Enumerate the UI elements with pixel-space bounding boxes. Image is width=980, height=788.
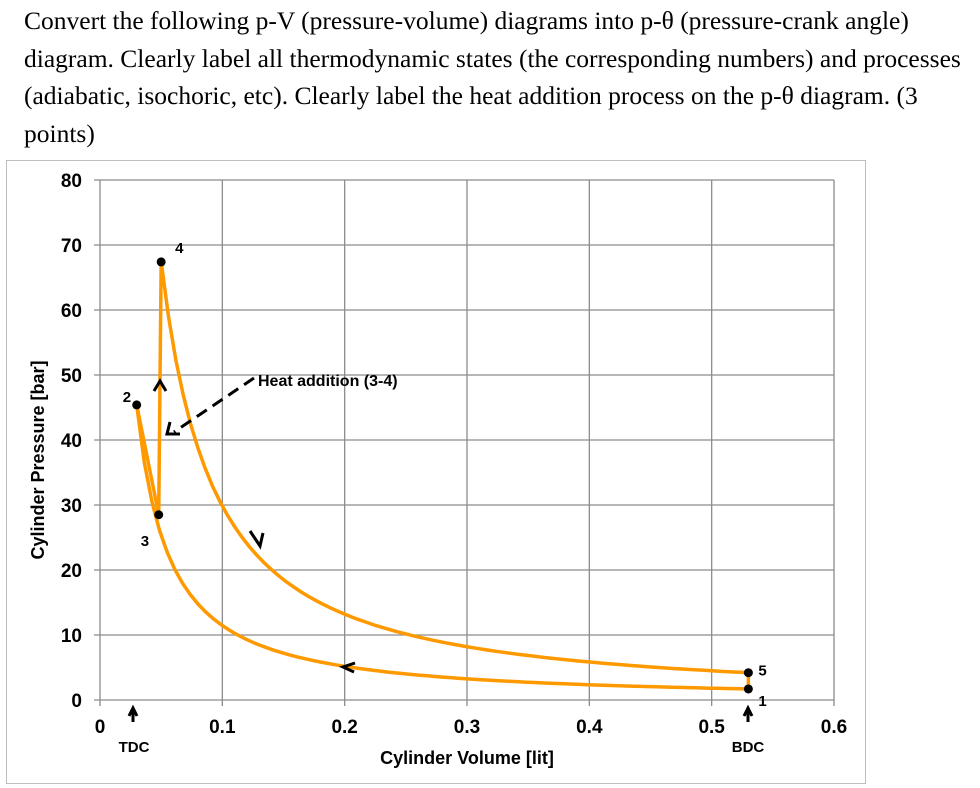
y-tick-label: 70 [61,236,82,257]
x-tick-label: 0.4 [576,717,603,738]
state-label-4: 4 [175,240,184,257]
y-tick-label: 40 [61,431,82,452]
y-tick-label: 30 [61,496,82,517]
y-axis-label: Cylinder Pressure [bar] [28,360,48,559]
y-tick-label: 20 [61,561,82,582]
state-point-4 [156,257,166,267]
heat-addition-leader-arrowhead [165,421,180,436]
x-tick-label: 0.2 [331,717,357,738]
state-point-2 [132,400,142,410]
x-tick-label: 0.3 [454,717,480,738]
x-tick-label: 0.1 [209,717,236,738]
state-point-1 [743,684,753,694]
state-point-3 [154,510,164,520]
state-label-2: 2 [123,389,131,406]
y-tick-label: 0 [71,691,82,712]
expansion-curve-4-5 [159,261,749,675]
question-text: Convert the following p-V (pressure-volu… [24,6,961,148]
state-label-3: 3 [141,533,149,550]
state-label-1: 1 [758,693,766,710]
y-tick-label: 80 [61,171,82,192]
bdc-label: BDC [732,739,765,756]
x-tick-label: 0.5 [698,717,725,738]
heat-addition-label: Heat addition (3-4) [258,373,398,390]
y-tick-label: 50 [61,366,82,387]
tdc-label: TDC [119,739,150,756]
x-tick-label: 0 [95,717,106,738]
heat-addition-leader [173,376,255,434]
arrow-expansion [248,530,265,550]
tdc-arrow [127,704,139,722]
bdc-arrow [742,704,754,722]
compression-curve-1-2 [134,404,749,691]
curve-2-3 [134,404,161,516]
x-tick-label: 0.6 [821,717,847,738]
chart-frame [6,160,866,784]
arrow-up-3-4 [152,378,168,392]
y-tick-label: 60 [61,301,82,322]
state-label-5: 5 [758,663,766,680]
heat-addition-line-3-4 [156,261,163,515]
state-point-5 [743,668,753,678]
x-axis-label: Cylinder Volume [lit] [380,748,554,768]
arrow-compression [338,661,356,674]
y-tick-label: 10 [61,626,82,647]
